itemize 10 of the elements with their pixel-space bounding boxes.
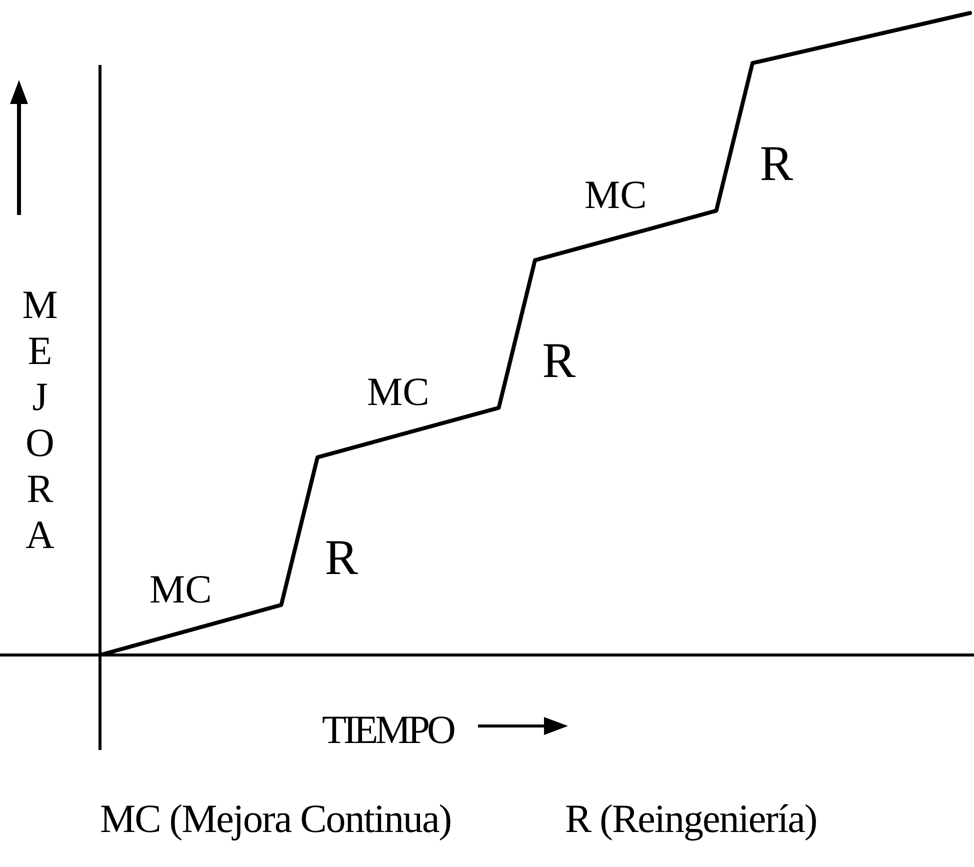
annotation: R: [324, 529, 359, 586]
text: MC (Mejora Continua): [100, 795, 452, 842]
annotation: MC: [150, 566, 212, 612]
x-axis-title: TIEMPO: [322, 706, 453, 753]
annotation: R: [760, 135, 794, 192]
y-axis-title: MEJORA: [22, 282, 58, 558]
annotation: MC: [584, 172, 647, 217]
annotation: MC: [367, 369, 430, 414]
annotation: R: [542, 332, 576, 388]
text: R (Reingeniería): [565, 795, 817, 842]
